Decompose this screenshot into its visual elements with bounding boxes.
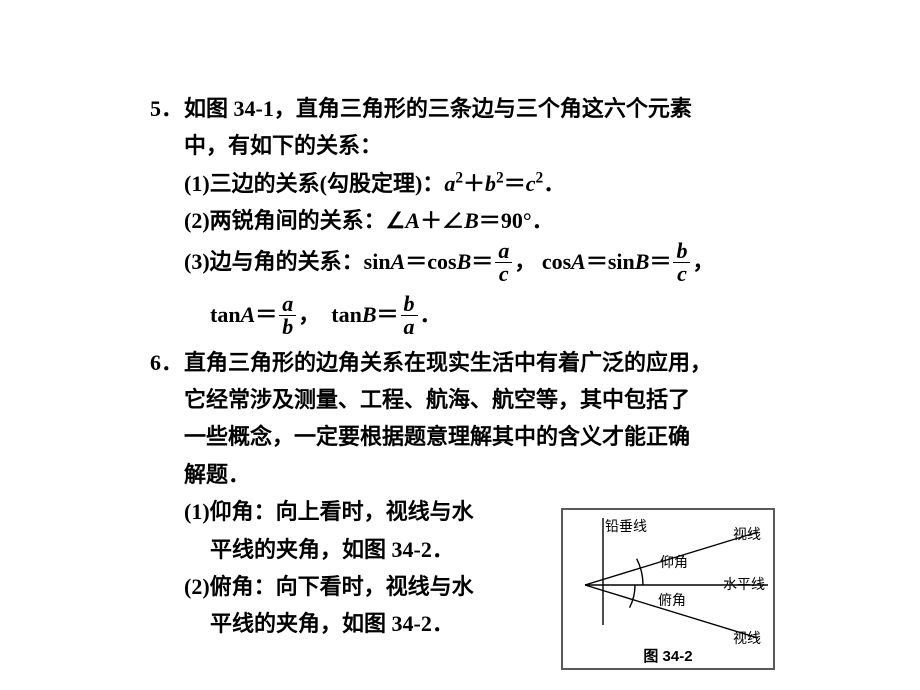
label-elevation: 仰角 (660, 552, 688, 572)
fd-a1: a (401, 315, 418, 338)
problem-5: 5．如图 34-1，直角三角形的三条边与三个角这六个元素 中，有如下的关系： (… (150, 90, 770, 338)
eq2: ＝ (479, 208, 501, 233)
p6-line1: 6．直角三角形的边角关系在现实生活中有着广泛的应用， (150, 344, 770, 381)
ninety: 90° (501, 208, 532, 233)
tan1: tan (210, 296, 241, 333)
comma2: ， (692, 243, 714, 280)
period1: ． (420, 296, 442, 333)
comma3: ， (298, 296, 320, 333)
comma1: ， (514, 243, 536, 280)
p6-part1b: 平线的夹角，如图 34-2． (150, 531, 540, 568)
eq1: ＝ (504, 171, 526, 196)
p6-l1: 直角三角形的边角关系在现实生活中有着广泛的应用， (184, 350, 712, 375)
p5-part1: (1)三边的关系(勾股定理)：a2＋b2＝c2． (150, 165, 770, 202)
p6-lower-text: (1)仰角：向上看时，视线与水 平线的夹角，如图 34-2． (2)俯角：向下看… (150, 493, 540, 643)
fn-b1: b (673, 240, 690, 262)
label-horizon: 水平线 (723, 574, 765, 594)
p5-part1-prefix: (1)三边的关系(勾股定理)： (184, 171, 444, 196)
sin2: sin (608, 243, 635, 280)
A1: A (405, 208, 420, 233)
ang1: ∠ (386, 208, 406, 233)
eq4: ＝ (471, 243, 493, 280)
label-depression: 俯角 (658, 590, 686, 610)
p6-part2a: (2)俯角：向下看时，视线与水 (150, 568, 540, 605)
p5-part1-b: b (485, 171, 496, 196)
figure-34-2: 铅垂线 视线 仰角 俯角 水平线 视线 图 34-2 (561, 508, 775, 670)
figure-caption: 图 34-2 (563, 645, 773, 666)
cos1: cos (427, 243, 456, 280)
p6-part1a: (1)仰角：向上看时，视线与水 (150, 493, 540, 530)
fd-b1: b (279, 315, 296, 338)
p6-l4: 解题． (150, 456, 770, 493)
p5-l1a: 如图 34-1，直角三角形的三条边与三个角这六个元素 (184, 96, 692, 121)
fd-c2: c (673, 262, 690, 285)
label-sight-1: 视线 (733, 524, 761, 544)
p6-number: 6． (150, 344, 184, 381)
plus2: ＋ (420, 208, 442, 233)
p5-part3-row2: tanA＝ ab ， tanB＝ ba ． (150, 293, 770, 338)
B2: B (457, 243, 472, 280)
sin1: sin (364, 243, 391, 280)
p6-l2: 它经常涉及测量、工程、航海、航空等，其中包括了 (150, 381, 770, 418)
B3: B (635, 243, 650, 280)
p6-l3: 一些概念，一定要根据题意理解其中的含义才能正确 (150, 418, 770, 455)
A2: A (391, 243, 406, 280)
B4: B (362, 296, 377, 333)
p5-part3-label: (3)边与角的关系： (184, 243, 364, 280)
p5-line1: 5．如图 34-1，直角三角形的三条边与三个角这六个元素 (150, 90, 770, 127)
p5-part1-tail: ． (543, 171, 565, 196)
fn-b2: b (401, 293, 418, 315)
p5-number: 5． (150, 90, 184, 127)
sup2a: 2 (455, 169, 463, 186)
frac-ac: ac (495, 240, 512, 285)
ang2: ∠ (442, 208, 464, 233)
p5-part1-c: c (526, 171, 536, 196)
eq5: ＝ (586, 243, 608, 280)
fn-a1: a (495, 240, 512, 262)
p5-part3-row1: (3)边与角的关系： sinA＝cosB＝ ac ， cosA＝sinB＝ bc… (150, 240, 770, 285)
plus1: ＋ (463, 171, 485, 196)
fn-a2: a (279, 293, 296, 315)
cos2: cos (542, 243, 571, 280)
eq6: ＝ (649, 243, 671, 280)
page: 5．如图 34-1，直角三角形的三条边与三个角这六个元素 中，有如下的关系： (… (0, 0, 920, 690)
frac-ba: ba (401, 293, 418, 338)
fd-c1: c (495, 262, 512, 285)
A3: A (571, 243, 586, 280)
tan2: tan (331, 296, 362, 333)
label-plumb: 铅垂线 (605, 516, 647, 536)
p5-part2-tail: ． (532, 208, 554, 233)
eq3: ＝ (405, 243, 427, 280)
eq7: ＝ (255, 296, 277, 333)
A4: A (241, 296, 256, 333)
p6-part2b: 平线的夹角，如图 34-2． (150, 605, 540, 642)
eq8: ＝ (377, 296, 399, 333)
B1: B (464, 208, 479, 233)
frac-ab: ab (279, 293, 296, 338)
frac-bc: bc (673, 240, 690, 285)
p5-part1-a: a (444, 171, 455, 196)
p5-part2: (2)两锐角间的关系：∠A＋∠B＝90°． (150, 202, 770, 239)
p5-line1b: 中，有如下的关系： (150, 127, 770, 164)
p5-part2-prefix: (2)两锐角间的关系： (184, 208, 386, 233)
sup2b: 2 (496, 169, 504, 186)
